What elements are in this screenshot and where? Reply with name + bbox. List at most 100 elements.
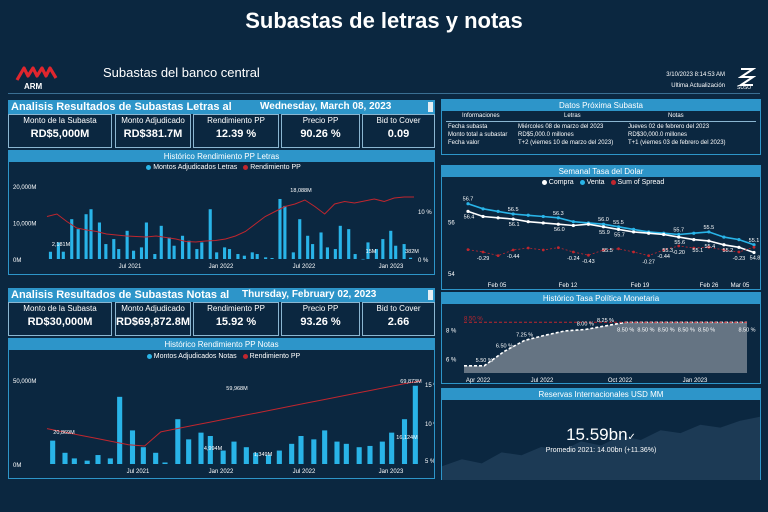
spread-label: -0.43: [582, 259, 595, 265]
compra-line-point: [616, 227, 621, 231]
venta-line-point: [496, 209, 500, 213]
data-label: 2,181M: [52, 242, 71, 248]
bar: [353, 254, 357, 259]
bar: [311, 244, 315, 259]
legend-rend: Rendimiento PP: [250, 164, 301, 171]
spread-label: -0.44: [507, 254, 520, 260]
kpi-label: Bid to Cover: [376, 116, 421, 125]
compra-label: 55.7: [614, 232, 625, 238]
compra-line-point: [586, 222, 591, 226]
spread-point: [466, 248, 470, 251]
reservas-area: [442, 416, 760, 480]
compra-line-point: [511, 217, 515, 221]
y-tick-label: 20,000M: [13, 185, 36, 191]
table-divider: [446, 121, 756, 122]
compra-line-point: [752, 250, 756, 255]
x-tick-label: Apr 2022: [466, 378, 491, 384]
table-cell: Fecha subasta: [448, 124, 488, 130]
table-cell: Fecha valor: [448, 140, 480, 146]
compra-line-point: [601, 225, 606, 229]
reservas-value-text: 15.59bn: [566, 425, 628, 444]
spread-point: [617, 247, 620, 251]
kpi-value: RD$30,000M: [27, 316, 93, 328]
kpi-value: 12.39 %: [215, 128, 257, 140]
x-tick-label: Jan 2022: [209, 264, 234, 270]
spread-point: [737, 250, 741, 254]
compra-line-point: [737, 245, 741, 249]
bar: [278, 198, 282, 259]
bar: [71, 458, 77, 464]
compra-line-point: [677, 235, 681, 239]
y2-tick-label: 10 %: [425, 422, 434, 428]
tpm-value-label: 6.50 %: [496, 343, 513, 349]
spread-point: [722, 248, 726, 252]
bar: [95, 455, 101, 464]
update-stamp: 3/10/2023 8:14:53 AM Ultima Actualizació…: [620, 70, 725, 92]
compra-label: 55.4: [704, 244, 715, 250]
bar: [215, 252, 219, 259]
bar: [291, 252, 295, 259]
data-label: 18,088M: [290, 188, 312, 194]
venta-line-point: [722, 235, 726, 239]
table-cell: T+2 (viernes 10 de marzo del 2023): [518, 140, 614, 146]
legend-dot-venta: [579, 179, 585, 185]
letras-chart-panel: Histórico Rendimiento PP Letras Montos A…: [8, 150, 435, 275]
tpm-value-label: 5.50 %: [476, 358, 493, 364]
bar: [139, 247, 144, 259]
data-label: 20,869M: [53, 430, 75, 436]
subtitle: Subastas del banco central: [103, 65, 260, 80]
venta-line-point: [511, 212, 515, 216]
compra-line-point: [556, 222, 560, 226]
bar: [338, 225, 342, 259]
venta-line-point: [692, 231, 696, 235]
suso-logo-icon: [738, 68, 756, 86]
legend-rend: Rendimiento PP: [249, 353, 301, 360]
bar: [97, 222, 101, 259]
scroll-handle[interactable]: [428, 290, 433, 300]
venta-line-point: [541, 214, 545, 219]
bar: [162, 462, 168, 464]
data-label: 55.3: [662, 248, 673, 254]
y2-tick-label: 10 %: [418, 210, 432, 216]
kpi-value: RD$5,000M: [30, 128, 90, 140]
venta-line: [467, 202, 755, 246]
tpm-value-label: 7.25 %: [516, 332, 533, 338]
venta-line-point: [707, 230, 711, 234]
y-tick-label: 6 %: [446, 358, 457, 364]
bar: [167, 237, 171, 259]
tpm-value-label: 8.50 %: [637, 327, 654, 333]
arm-logo-icon: [15, 66, 58, 81]
kpi-label: Precio PP: [302, 116, 339, 125]
bar: [394, 245, 398, 259]
venta-line-point: [631, 227, 636, 231]
tpm-area: [464, 322, 747, 373]
compra-line-point: [466, 209, 470, 213]
proxima-panel: Datos Próxima Subasta Informaciones Letra…: [441, 99, 761, 155]
kpi-label: Monto Adjudicado: [121, 304, 185, 313]
spread-point: [481, 250, 485, 254]
bar: [198, 432, 204, 464]
proxima-table: Informaciones Letras Notas Fecha subasta Mié…: [442, 111, 760, 153]
dolar-title: Semanal Tasa del Dolar: [442, 166, 760, 177]
scroll-handle[interactable]: [428, 102, 433, 112]
x-tick-label: Feb 26: [700, 283, 719, 288]
top-bar: [8, 58, 760, 94]
x-tick-label: Oct 2022: [608, 378, 633, 384]
reservas-panel: Reservas Internacionales USD MM 15.59bn✓…: [441, 388, 761, 480]
tpm-value-label: 8.25 %: [597, 318, 614, 324]
compra-line-point: [707, 239, 711, 243]
compra-label: 56.4: [464, 214, 475, 220]
bar: [153, 452, 159, 464]
legend-dot-rend: [243, 164, 249, 170]
bar: [236, 254, 240, 259]
legend-compra: Compra: [548, 179, 574, 186]
bar: [255, 254, 259, 259]
notas-chart-panel: Histórico Rendimiento PP Notas Montos Ad…: [8, 338, 435, 479]
tpm-value-label: 8.50 %: [678, 327, 695, 333]
y-tick-label: 50,000M: [13, 379, 36, 385]
dolar-panel: Semanal Tasa del Dolar Compra Venta Sum …: [441, 165, 761, 290]
compra-label: 55.9: [599, 230, 610, 236]
data-label: 15M: [366, 249, 377, 255]
compra-line-point: [571, 223, 575, 228]
tpm-title: Histórico Tasa Política Monetaria: [442, 293, 760, 304]
